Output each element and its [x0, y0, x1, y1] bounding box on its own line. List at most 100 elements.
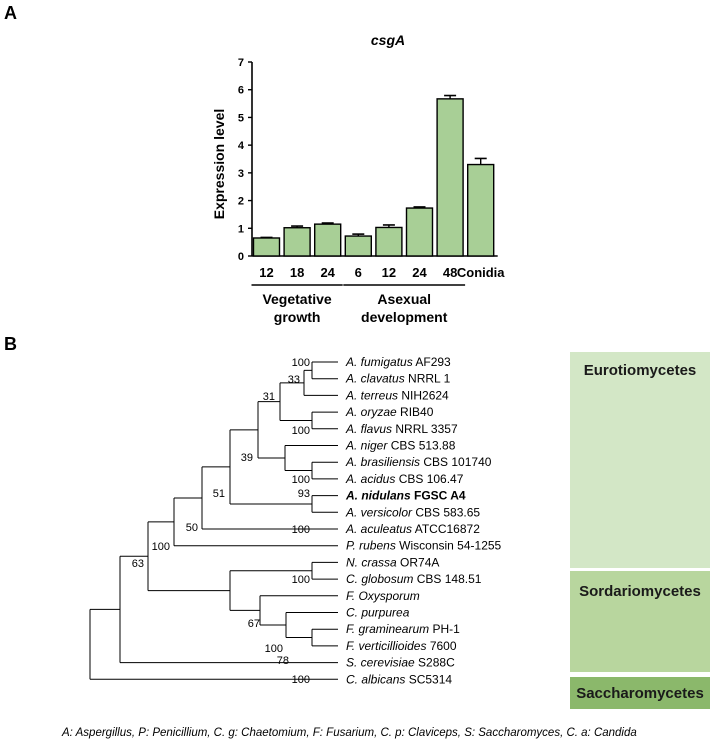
taxon-label: C. purpurea: [346, 606, 410, 620]
x-tick-label: 12: [259, 265, 273, 280]
species-name: F. Oxysporum: [346, 589, 420, 603]
class-label: Saccharomycetes: [576, 685, 704, 702]
species-name: C. globosum: [346, 572, 413, 586]
taxon-labels: A. fumigatus AF293 A. clavatus NRRL 1 A. t…: [345, 355, 502, 686]
taxon-label: F. verticillioides 7600: [346, 639, 457, 653]
bootstrap-value: 100: [292, 425, 310, 437]
taxon-label: A. acidus CBS 106.47: [345, 472, 464, 486]
species-name: A. flavus: [345, 422, 392, 436]
species-name: A. versicolor: [345, 505, 413, 519]
bootstrap-value: 51: [213, 488, 225, 500]
bar: [252, 237, 281, 257]
x-tick-label: Conidia: [457, 265, 505, 280]
species-name: S. cerevisiae: [346, 656, 415, 670]
bootstrap-value: 31: [263, 391, 275, 403]
taxon-label: A. nidulans FGSC A4: [345, 489, 466, 503]
taxon-label: A. aculeatus ATCC16872: [345, 522, 480, 536]
y-axis-label: Expression level: [211, 109, 227, 220]
strain-name: 7600: [426, 639, 456, 653]
bootstrap-labels: 1003331100391009351100501006310067100781…: [132, 357, 310, 686]
x-tick-label: 24: [320, 265, 335, 280]
taxon-label: A. niger CBS 513.88: [345, 439, 456, 453]
taxon-label: A. oryzae RIB40: [345, 405, 434, 419]
y-tick-label: 3: [238, 168, 244, 180]
strain-name: CBS 101740: [420, 455, 492, 469]
species-name: A. brasiliensis: [345, 455, 420, 469]
bootstrap-value: 67: [248, 618, 260, 630]
class-box: [570, 677, 710, 709]
strain-name: CBS 513.88: [387, 439, 455, 453]
y-tick-label: 4: [238, 140, 245, 152]
strain-name: RIB40: [397, 405, 434, 419]
species-name: C. albicans: [346, 672, 405, 686]
phylogenetic-tree: [89, 361, 338, 680]
class-box: [570, 571, 710, 672]
y-tick-label: 0: [238, 251, 244, 263]
bootstrap-value: 100: [265, 643, 283, 655]
taxon-label: N. crassa OR74A: [346, 555, 439, 569]
taxon-label: C. albicans SC5314: [346, 672, 452, 686]
strain-name: PH-1: [429, 622, 460, 636]
strain-name: CBS 148.51: [413, 572, 481, 586]
x-tick-label: 48: [443, 265, 457, 280]
strain-name: ATCC16872: [412, 522, 480, 536]
species-name: C. purpurea: [346, 606, 410, 620]
strain-name: NIH2624: [398, 388, 449, 402]
taxon-label: A. flavus NRRL 3357: [345, 422, 458, 436]
bootstrap-value: 100: [292, 574, 310, 586]
taxon-label: A. brasiliensis CBS 101740: [345, 455, 492, 469]
bar: [405, 207, 434, 257]
bootstrap-value: 33: [288, 374, 300, 386]
taxon-label: C. globosum CBS 148.51: [346, 572, 482, 586]
y-tick-label: 7: [238, 57, 244, 69]
strain-name: SC5314: [405, 672, 452, 686]
class-boxes: Eurotiomycetes Sordariomycetes Saccharomyc…: [570, 352, 710, 709]
class-label: Eurotiomycetes: [584, 362, 697, 379]
bootstrap-value: 63: [132, 558, 144, 570]
strain-name: NRRL 3357: [392, 422, 458, 436]
y-tick-label: 6: [238, 85, 244, 97]
taxon-label: S. cerevisiae S288C: [346, 656, 455, 670]
species-name: F. verticillioides: [346, 639, 426, 653]
bootstrap-value: 93: [298, 488, 310, 500]
x-tick-label: 6: [355, 265, 362, 280]
x-tick-label: 24: [412, 265, 427, 280]
species-name: P. rubens: [346, 539, 396, 553]
species-name: A. fumigatus: [345, 355, 413, 369]
bootstrap-value: 50: [186, 522, 198, 534]
species-name: A. terreus: [345, 388, 398, 402]
bar: [436, 98, 464, 257]
strain-name: Wisconsin 54-1255: [396, 539, 502, 553]
species-name: A. acidus: [345, 472, 395, 486]
group-label: development: [361, 309, 448, 325]
bar: [375, 226, 403, 257]
bootstrap-value: 100: [292, 474, 310, 486]
strain-name: NRRL 1: [405, 372, 451, 386]
species-name: A. oryzae: [345, 405, 397, 419]
bootstrap-value: 100: [292, 524, 310, 536]
species-name: F. graminearum: [346, 622, 429, 636]
strain-name: OR74A: [397, 555, 440, 569]
group-label: Asexual: [377, 291, 431, 307]
taxon-label: F. graminearum PH-1: [346, 622, 460, 636]
y-tick-label: 5: [238, 112, 244, 124]
bootstrap-value: 39: [241, 452, 253, 464]
taxon-label: A. clavatus NRRL 1: [345, 372, 451, 386]
taxon-label: A. versicolor CBS 583.65: [345, 505, 480, 519]
bar: [314, 223, 342, 257]
species-name: A. nidulans: [345, 489, 411, 503]
x-tick-label: 12: [382, 265, 396, 280]
strain-name: AF293: [413, 355, 451, 369]
group-label: Vegetative: [262, 291, 331, 307]
bootstrap-value: 100: [292, 357, 310, 369]
bar: [467, 163, 495, 257]
strain-name: CBS 583.65: [412, 505, 480, 519]
bar: [283, 227, 311, 257]
class-label: Sordariomycetes: [579, 583, 701, 600]
class-box: [570, 352, 710, 568]
footnote: A: Aspergillus, P: Penicillium, C. g: Ch…: [61, 727, 637, 739]
y-tick-label: 2: [238, 196, 244, 208]
y-tick-label: 1: [238, 223, 244, 235]
